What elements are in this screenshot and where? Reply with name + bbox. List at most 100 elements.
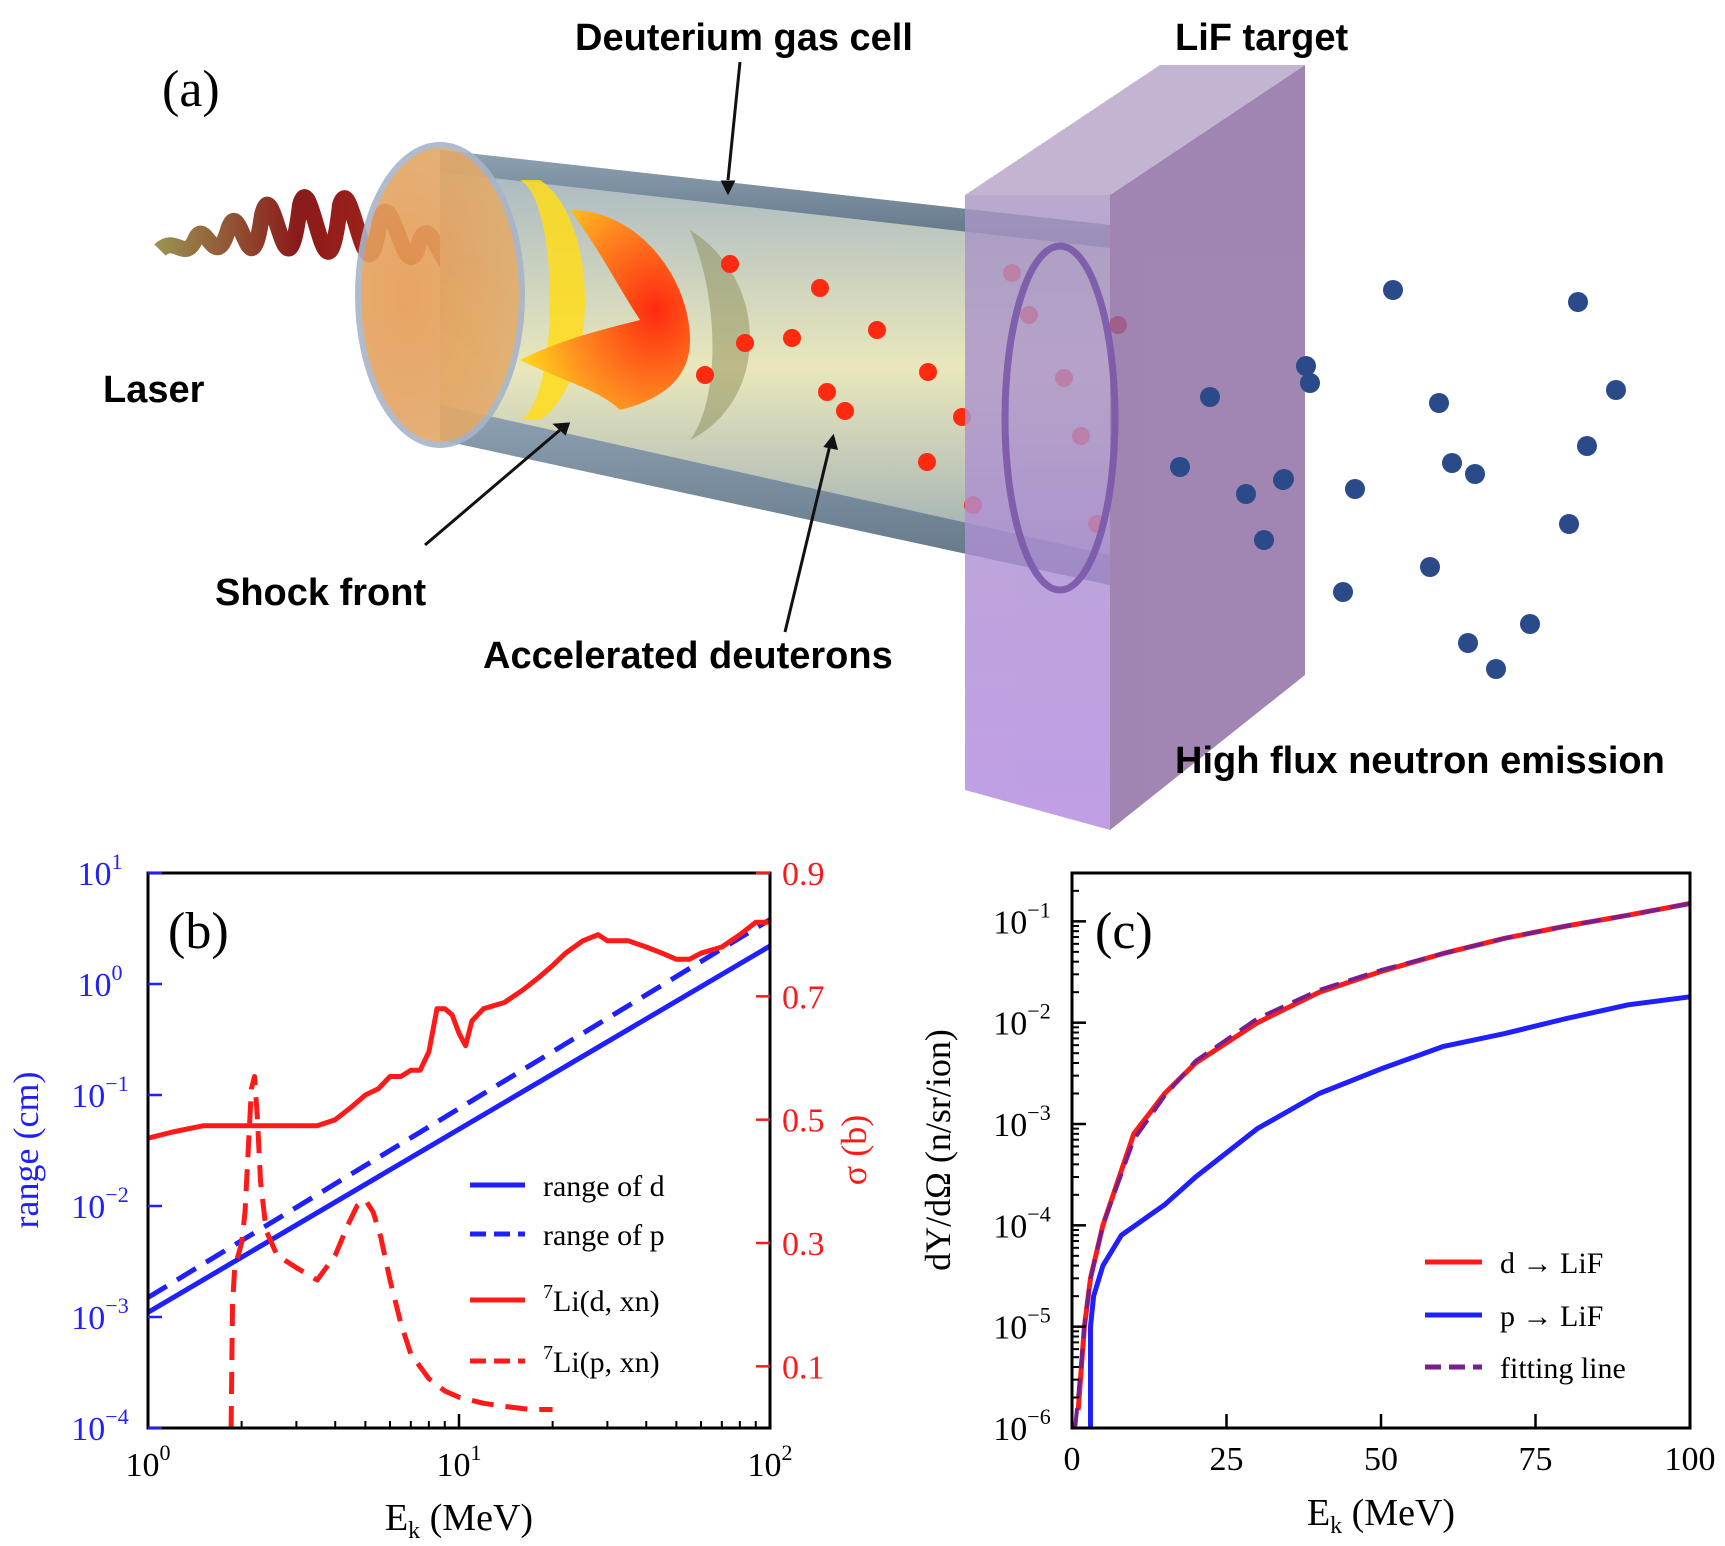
shock-front-arrow	[424, 428, 561, 547]
neutron-dot	[1429, 393, 1449, 413]
panel-b-frame	[146, 871, 772, 1430]
gas-cell-arrow	[726, 61, 742, 181]
panel-b-chart: 100 101 102 101 100 10−1 10−2 10−3 10−4 0.9 0.7 0.5…	[6, 849, 874, 1544]
panel-c-ytick-label: 10−2	[993, 999, 1050, 1043]
panel-c-legend-label: d → LiF	[1500, 1247, 1603, 1280]
deuteron-dot	[721, 255, 739, 273]
panel-c-xtick-label: 50	[1364, 1441, 1398, 1478]
panel-b-ylabel-right: σ (b)	[834, 1115, 874, 1185]
shock-front-label: Shock front	[215, 572, 426, 614]
gas-cell-icon	[355, 142, 1110, 585]
panel-b-ytick-left-label: 10−4	[71, 1404, 128, 1448]
neutron-dot	[1383, 280, 1403, 300]
deuteron-dot	[736, 334, 754, 352]
panel-c-xtick-label: 100	[1665, 1441, 1716, 1478]
neutron-dot	[1486, 659, 1506, 679]
panel-b-xlabel: Ek (MeV)	[385, 1497, 533, 1544]
neutron-dot	[1465, 464, 1485, 484]
panel-b-xtick-label: 100	[126, 1440, 171, 1484]
panel-b-legend-label: 7Li(d, xn)	[543, 1281, 660, 1318]
neutron-dot	[1200, 387, 1220, 407]
neutron-dot	[1296, 356, 1316, 376]
panel-c-legend-label: fitting line	[1500, 1352, 1626, 1385]
panel-b-series-2	[147, 919, 770, 1141]
neutron-dot	[1559, 514, 1579, 534]
neutron-dot	[1345, 479, 1365, 499]
panel-b-ylabel-left: range (cm)	[6, 1072, 46, 1229]
neutron-dot	[1577, 436, 1597, 456]
neutron-dot	[1568, 292, 1588, 312]
deuteron-dot	[918, 453, 936, 471]
deuteron-dot	[811, 279, 829, 297]
panel-b-xtick-label: 102	[748, 1440, 793, 1484]
neutron-dot	[1170, 457, 1190, 477]
neutron-dot	[1520, 614, 1540, 634]
panel-c-ytick-label: 10−5	[993, 1303, 1050, 1347]
shock-front-icon	[520, 210, 690, 410]
panel-b-xtick-label: 101	[437, 1440, 482, 1484]
panel-c-ytick-label: 10−4	[993, 1201, 1050, 1245]
panel-b-legend-label: range of p	[543, 1219, 665, 1252]
panel-b-series	[146, 917, 772, 1429]
neutron-particles	[1170, 280, 1626, 679]
neutron-dot	[1606, 380, 1626, 400]
lif-target-icon	[965, 65, 1305, 830]
panel-b-ytick-right-label: 0.9	[782, 856, 825, 893]
neutron-dot	[1442, 453, 1462, 473]
panel-c-legend: d → LiF p → LiF fitting line	[1425, 1247, 1626, 1385]
panel-c-chart: 0 25 50 75 100 10−1 10−2 10−3 10−4 10−5 10−6 (c) d…	[918, 871, 1716, 1539]
panel-a-label: (a)	[162, 61, 220, 118]
panel-c-ytick-label: 10−1	[993, 897, 1050, 941]
panel-b-ytick-right-label: 0.7	[782, 979, 825, 1016]
panel-b-ytick-left-label: 101	[78, 849, 123, 893]
panel-c-xtick-label: 25	[1210, 1441, 1244, 1478]
panel-b-legend-label: 7Li(p, xn)	[543, 1342, 660, 1379]
panel-c-series-1	[1088, 994, 1691, 1428]
panel-b-ytick-right-label: 0.3	[782, 1226, 825, 1263]
panel-b-ytick-left-label: 10−2	[71, 1182, 128, 1226]
laser-label: Laser	[103, 369, 205, 411]
panel-c-xtick-label: 0	[1064, 1441, 1081, 1478]
panel-a-schematic: (a)	[103, 17, 1665, 830]
panel-c-series-2	[1073, 901, 1691, 1429]
panel-c-ytick-label: 10−6	[993, 1404, 1050, 1448]
panel-c-series	[1073, 901, 1691, 1429]
panel-b-ytick-left-label: 10−1	[71, 1071, 128, 1115]
panel-b-series-0	[146, 943, 772, 1315]
panel-c-ylabel: dY/dΩ (n/sr/ion)	[918, 1029, 958, 1271]
neutron-dot	[1300, 373, 1320, 393]
panel-c-frame	[1070, 871, 1692, 1430]
deuteron-dot	[818, 383, 836, 401]
deuteron-dot	[868, 321, 886, 339]
deuteron-dot	[836, 402, 854, 420]
panel-b-legend: range of d range of p 7Li(d, xn) 7Li(p, xn)	[470, 1170, 665, 1379]
panel-b-ytick-right-label: 0.5	[782, 1103, 825, 1140]
panel-c-series-0	[1075, 901, 1691, 1411]
panel-b-ytick-left-label: 10−3	[71, 1293, 128, 1337]
gas-cell-label: Deuterium gas cell	[575, 17, 913, 59]
panel-c-legend-label: p → LiF	[1500, 1300, 1603, 1333]
deuterons-label: Accelerated deuterons	[483, 635, 893, 677]
panel-c-xtick-label: 75	[1519, 1441, 1553, 1478]
neutron-dot	[1254, 530, 1274, 550]
neutron-dot	[1274, 469, 1294, 489]
panel-c-ytick-label: 10−3	[993, 1100, 1050, 1144]
panel-b-ticks: 100 101 102 101 100 10−1 10−2 10−3 10−4 0.9 0.7 0.5…	[71, 849, 824, 1484]
target-label: LiF target	[1175, 17, 1348, 59]
deuterons-arrow	[783, 444, 832, 633]
neutron-dot	[1458, 633, 1478, 653]
panel-b-ytick-left-label: 100	[78, 960, 123, 1004]
panel-b-label: (b)	[168, 903, 229, 960]
panel-b-series-1	[146, 917, 772, 1300]
deuteron-dot	[919, 363, 937, 381]
deuteron-dot	[696, 366, 714, 384]
neutron-dot	[1236, 484, 1256, 504]
neutron-emission-label: High flux neutron emission	[1175, 740, 1665, 782]
panel-b-legend-label: range of d	[543, 1170, 665, 1203]
panel-b-series-3	[228, 1074, 553, 1429]
panel-c-label: (c)	[1095, 903, 1153, 960]
deuteron-dot	[783, 329, 801, 347]
panel-b-ytick-right-label: 0.1	[782, 1349, 825, 1386]
neutron-dot	[1333, 582, 1353, 602]
